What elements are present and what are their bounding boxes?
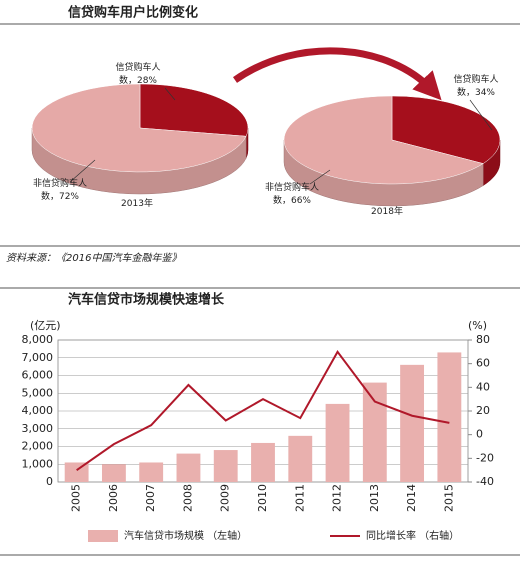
legend-label: 同比增长率 （右轴） [366, 529, 459, 542]
pie-label: 非信贷购车人数，66% [264, 183, 319, 206]
x-tick-label: 2014 [405, 484, 418, 512]
arrow [233, 47, 442, 101]
y-tick-label: 5,000 [22, 386, 54, 399]
bar [213, 450, 238, 482]
y2-tick-label: 60 [476, 357, 490, 370]
x-tick-label: 2011 [293, 484, 306, 512]
leader-line [164, 87, 176, 101]
y-tick-label: 0 [46, 475, 53, 488]
y-tick-label: 3,000 [22, 422, 54, 435]
y-axis-label: (亿元) [30, 319, 61, 332]
bar [288, 435, 313, 482]
y2-tick-label: 0 [476, 428, 483, 441]
pie-slice [31, 83, 247, 173]
pie-label: 信贷购车人数，28% [115, 63, 161, 86]
y2-tick-label: 40 [476, 380, 490, 393]
y-tick-label: 1,000 [22, 457, 54, 470]
y2-tick-label: 20 [476, 404, 490, 417]
leader-line [69, 159, 96, 183]
bar [362, 382, 387, 482]
chart-title: 汽车信贷市场规模快速增长 [68, 292, 225, 308]
legend-label: 汽车信贷市场规模 （左轴） [124, 529, 247, 542]
pie-label: 非信贷购车人数，72% [32, 179, 87, 202]
x-tick-label: 2008 [181, 484, 194, 512]
y-tick-label: 2,000 [22, 440, 54, 453]
x-tick-label: 2015 [442, 484, 455, 512]
x-tick-label: 2007 [144, 484, 157, 512]
bar [139, 462, 164, 482]
x-tick-label: 2012 [331, 484, 344, 512]
y2-axis-label: (%) [468, 319, 487, 332]
x-tick-label: 2010 [256, 484, 269, 512]
pie-slice [391, 95, 501, 164]
pie-slice [283, 95, 484, 185]
y2-tick-label: 80 [476, 333, 490, 346]
y-tick-label: 6,000 [22, 369, 54, 382]
y2-tick-label: -20 [476, 451, 494, 464]
line [76, 350, 450, 471]
y-tick-label: 8,000 [22, 333, 54, 346]
x-tick-label: 2009 [219, 484, 232, 512]
x-tick-label: 2013 [368, 484, 381, 512]
leader-line [309, 169, 331, 185]
x-tick-label: 2005 [70, 484, 83, 512]
pie-label: 信贷购车人数，34% [453, 75, 499, 98]
pie-name: 2013年 [121, 199, 153, 209]
bar [176, 453, 201, 482]
y-tick-label: 4,000 [22, 404, 54, 417]
bar [64, 462, 89, 482]
bar [251, 442, 275, 482]
pie-name: 2018年 [371, 207, 403, 217]
legend-swatch [88, 530, 118, 542]
bar [101, 464, 126, 482]
x-tick-label: 2006 [107, 484, 120, 512]
source: 资料来源：《2016中国汽车金融年鉴》 [6, 252, 181, 264]
bar [400, 364, 425, 482]
bar [437, 352, 462, 482]
bar [325, 403, 350, 482]
leader-line [469, 99, 493, 131]
pie-slice [139, 83, 249, 137]
y2-tick-label: -40 [476, 475, 494, 488]
chart-title: 信贷购车用户比例变化 [68, 5, 198, 21]
y-tick-label: 7,000 [22, 351, 54, 364]
